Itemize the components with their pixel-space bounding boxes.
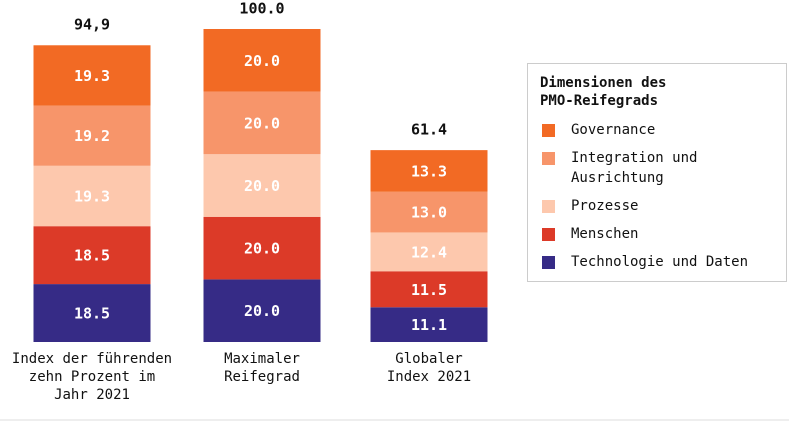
bar-segment [370, 150, 488, 192]
value-label: 13.0 [411, 204, 447, 222]
bar-segment [33, 284, 151, 342]
x-tick-label: Globaler Index 2021 [386, 351, 472, 385]
value-label: 18.5 [74, 305, 110, 323]
legend-swatch [542, 228, 555, 241]
legend-label: Governance [571, 122, 656, 138]
bar-segment [33, 165, 151, 227]
value-label: 11.5 [411, 281, 447, 299]
legend: Dimensionen des PMO-Reifegrads Governanc… [527, 63, 787, 282]
value-label: 19.2 [74, 127, 110, 145]
value-label: 19.3 [74, 67, 110, 85]
bar-segment [33, 45, 151, 106]
bar-segment [33, 226, 151, 285]
bar-segment [370, 232, 488, 272]
bar-segment [370, 191, 488, 233]
value-label: 20.0 [244, 114, 280, 132]
value-label: 18.5 [74, 247, 110, 265]
legend-label: Technologie und Daten [571, 254, 749, 270]
bar-segment [203, 91, 321, 155]
bar-segment [370, 271, 488, 308]
legend-swatch [542, 256, 555, 269]
legend-item: Integration und Ausrichtung [540, 148, 774, 188]
total-label: 61.4 [411, 120, 447, 138]
total-label: 94,9 [74, 15, 110, 33]
x-tick-label: Maximaler Reifegrad [224, 351, 300, 385]
bar-segment [370, 307, 488, 342]
legend-label: Prozesse [571, 198, 639, 214]
bar-segment [203, 154, 321, 217]
value-label: 12.4 [411, 243, 447, 261]
legend-label: Menschen [571, 226, 639, 242]
value-label: 20.0 [244, 177, 280, 195]
bar-segment [203, 216, 321, 280]
legend-swatch [542, 200, 555, 213]
bar-segment [203, 29, 321, 92]
legend-item: Menschen [540, 224, 774, 244]
legend-item: Prozesse [540, 196, 774, 216]
value-label: 19.3 [74, 187, 110, 205]
legend-item: Governance [540, 120, 774, 140]
value-label: 20.0 [244, 240, 280, 258]
bar-segment [203, 279, 321, 342]
value-label: 13.3 [411, 162, 447, 180]
value-label: 11.1 [411, 316, 447, 334]
legend-label: Integration und Ausrichtung [571, 150, 698, 186]
value-label: 20.0 [244, 302, 280, 320]
total-label: 100.0 [239, 0, 284, 18]
x-tick-label: Index der führenden zehn Prozent im Jahr… [11, 351, 173, 403]
legend-swatch [542, 124, 555, 137]
bar-segment [33, 105, 151, 166]
legend-swatch [542, 152, 555, 165]
legend-item: Technologie und Daten [540, 252, 774, 272]
value-label: 20.0 [244, 52, 280, 70]
legend-title: Dimensionen des PMO-Reifegrads [540, 75, 667, 109]
